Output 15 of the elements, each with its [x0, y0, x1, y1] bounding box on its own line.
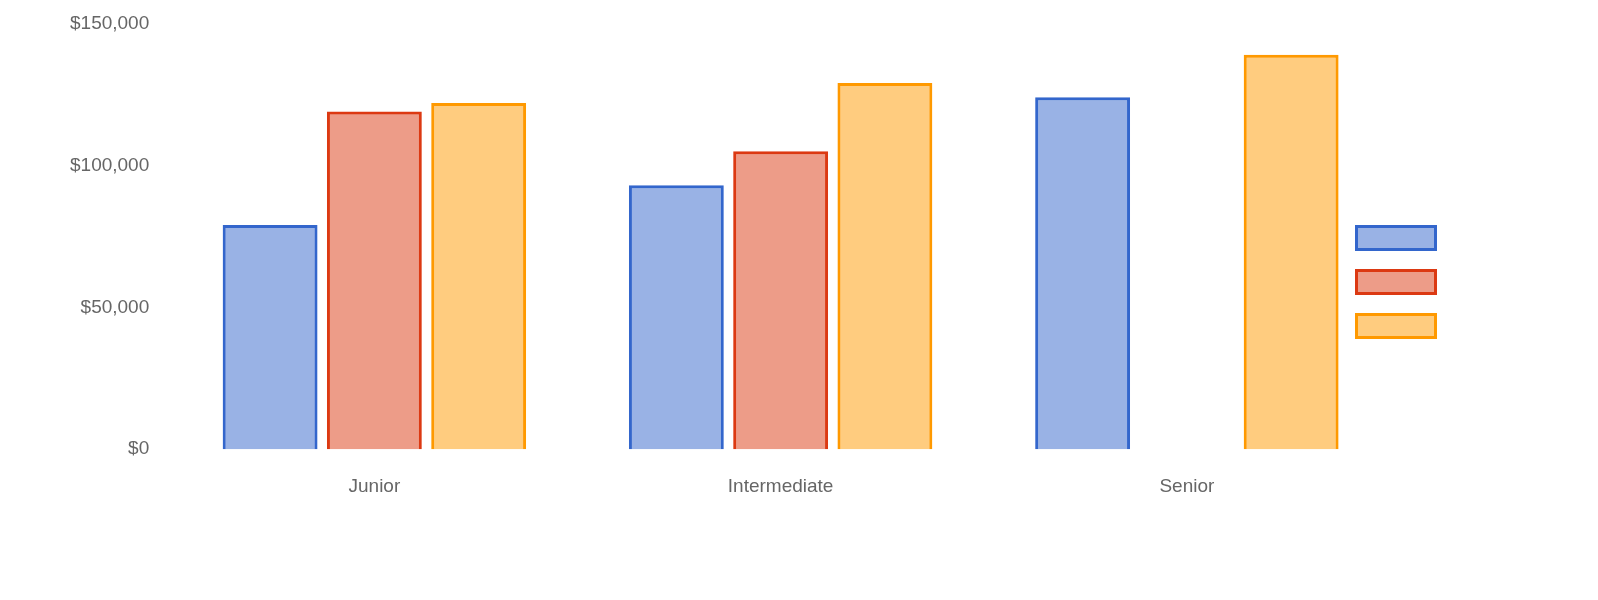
x-tick-label: Intermediate [727, 474, 834, 496]
x-tick-label: Senior [1159, 474, 1216, 496]
bar [222, 224, 318, 450]
bar [326, 111, 422, 450]
y-tick-label: $100,000 [70, 153, 150, 175]
bar [733, 151, 829, 450]
bar [628, 185, 724, 450]
bar [431, 102, 527, 450]
y-tick-label: $150,000 [70, 11, 150, 33]
bar [837, 83, 933, 450]
y-tick-label: $0 [128, 437, 150, 459]
x-tick-label: Junior [348, 474, 401, 496]
bar [1035, 97, 1131, 450]
bar [1243, 54, 1339, 450]
y-tick-label: $50,000 [80, 295, 150, 317]
